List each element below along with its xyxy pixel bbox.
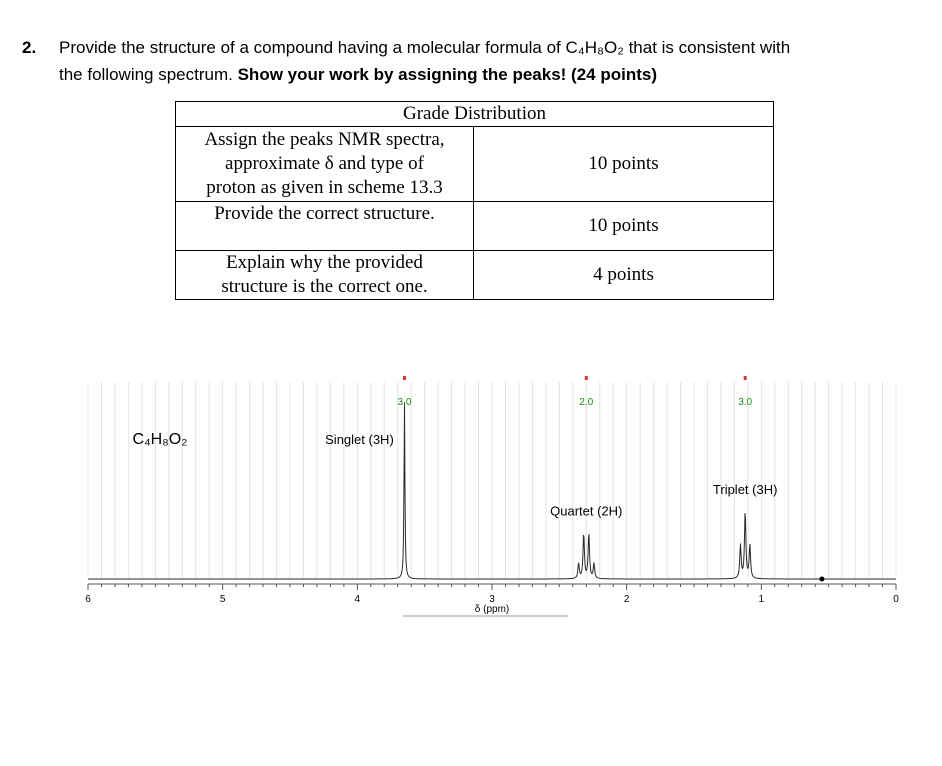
x-tick-label: 4 (355, 594, 361, 605)
grade-item-line: proton as given in scheme 13.3 (206, 177, 443, 198)
chart-peaks: 3.0 2.0 3.0 (398, 376, 753, 408)
baseline-dot (819, 576, 825, 582)
nmr-spectrum-chart: 3.0 2.0 3.0 Singlet (3H) Quartet (2H) Triple… (85, 376, 899, 617)
grade-points: 10 points (473, 126, 774, 202)
question-text: Provide the structure of a compound havi… (59, 34, 919, 88)
grade-item: Assign the peaks NMR spectra, approximat… (175, 126, 474, 202)
chart-grid (87, 382, 897, 579)
grade-item-line: structure is the correct one. (221, 276, 428, 297)
grade-table-title: Grade Distribution (175, 101, 774, 127)
grade-points: 4 points (473, 250, 774, 300)
peak-multiplicity-label: Quartet (2H) (550, 504, 622, 519)
x-tick-label: 6 (85, 594, 91, 605)
grade-item-line: Provide the correct structure. (214, 203, 435, 224)
grade-item-line: Assign the peaks NMR spectra, (204, 129, 445, 150)
question-line-2-plain: the following spectrum. (59, 65, 238, 84)
grade-row-explain: Explain why the provided structure is th… (175, 250, 774, 300)
integration-value: 2.0 (579, 397, 593, 408)
grade-item: Explain why the provided structure is th… (175, 250, 474, 300)
chart-labels: Singlet (3H) Quartet (2H) Triplet (3H) C₄H₈… (133, 431, 778, 519)
formula-label: C₄H₈O₂ (133, 431, 188, 448)
peak-multiplicity-label: Triplet (3H) (713, 482, 778, 497)
integration-value: 3.0 (398, 397, 412, 408)
question-line-1: Provide the structure of a compound havi… (59, 38, 791, 57)
x-tick-label: 5 (220, 594, 226, 605)
peak-1: 3.0 (398, 376, 412, 408)
peak-multiplicity-label: Singlet (3H) (325, 432, 394, 447)
grade-row-assign-peaks: Assign the peaks NMR spectra, approximat… (175, 126, 774, 202)
x-axis: 6 5 4 3 2 1 0 δ (ppm) (85, 583, 899, 617)
question-line-2: the following spectrum. Show your work b… (59, 61, 919, 88)
x-tick-label: 1 (759, 594, 765, 605)
peak-2: 2.0 (579, 376, 594, 408)
peak-3: 3.0 (738, 376, 753, 408)
grade-points: 10 points (473, 201, 774, 251)
spectrum-trace (88, 402, 896, 580)
integration-value: 3.0 (738, 397, 752, 408)
integration-marker (743, 376, 747, 380)
grade-row-structure: Provide the correct structure. 10 points (175, 201, 774, 251)
x-axis-label: δ (ppm) (475, 604, 509, 615)
x-tick-label: 2 (624, 594, 630, 605)
chart-baseline (88, 402, 896, 582)
integration-marker (402, 376, 406, 380)
question-line-2-bold: Show your work by assigning the peaks! (… (237, 65, 657, 84)
question-number: 2. (22, 38, 37, 57)
grade-distribution-table: Grade Distribution Assign the peaks NMR … (175, 101, 774, 300)
grade-item-line: Explain why the provided (226, 252, 423, 273)
grade-item: Provide the correct structure. (175, 201, 474, 251)
integration-marker (584, 376, 588, 380)
x-tick-label: 3 (489, 594, 495, 605)
x-tick-label: 0 (893, 594, 899, 605)
grade-item-line: approximate δ and type of (225, 153, 424, 174)
